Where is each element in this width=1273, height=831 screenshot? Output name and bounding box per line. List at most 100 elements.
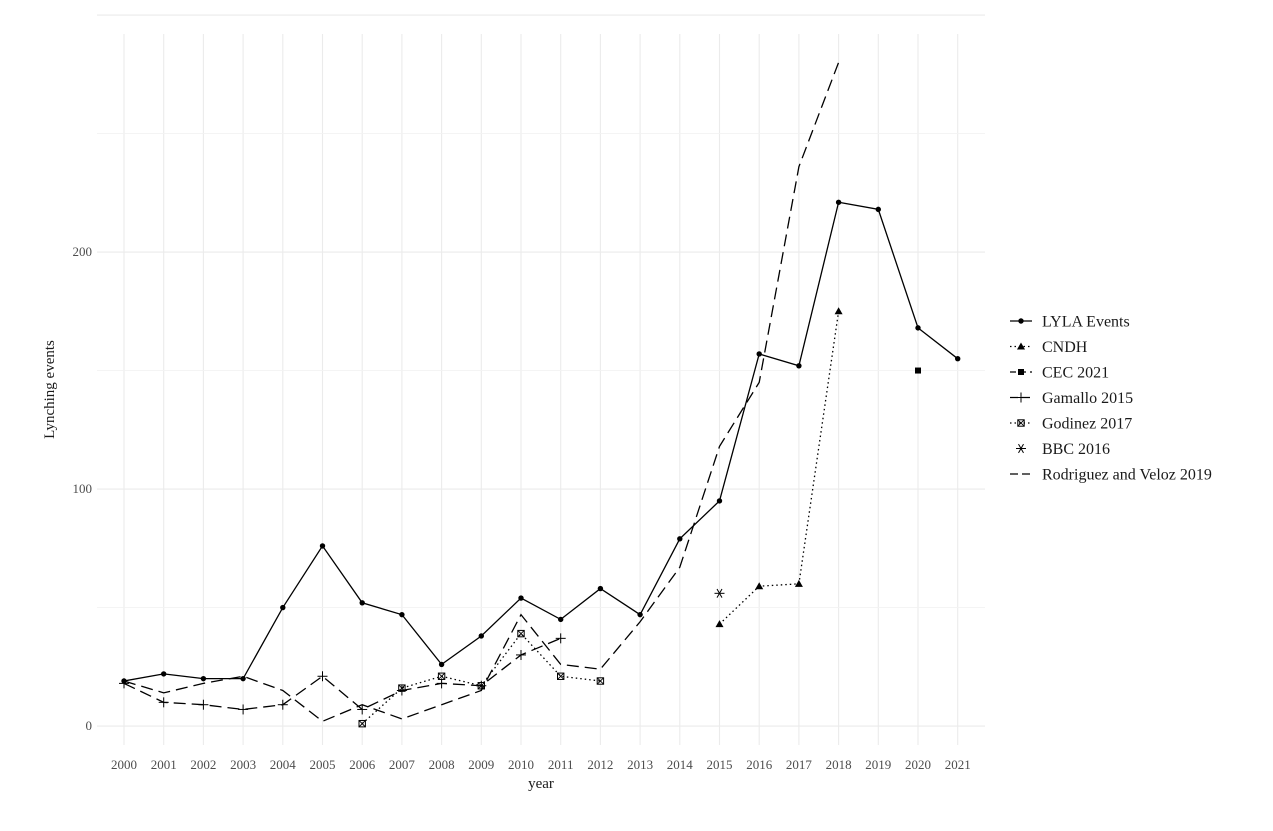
legend-label: Rodriguez and Veloz 2019	[1042, 467, 1212, 484]
y-axis-title: Lynching events	[42, 340, 58, 439]
legend-key-marker	[1017, 419, 1025, 427]
data-point	[915, 325, 921, 331]
data-point	[436, 678, 447, 689]
data-point	[319, 543, 326, 549]
x-tick-label: 2007	[389, 757, 416, 772]
x-tick-label: 2019	[865, 757, 891, 772]
series-cec-2021	[915, 367, 921, 374]
axes: 2000 2001 2002 2003 2004 2005 2006 2007 2008 2009…	[73, 244, 971, 772]
y-tick-label: 0	[86, 718, 93, 733]
legend-item: BBC 2016	[1016, 441, 1110, 458]
data-point	[158, 697, 169, 708]
data-point	[915, 367, 921, 374]
data-point	[518, 595, 524, 601]
series-bbc-2016	[714, 588, 725, 598]
data-point	[716, 498, 723, 504]
data-point	[198, 699, 209, 710]
series-cndh	[715, 307, 843, 628]
x-tick-label: 2014	[667, 757, 694, 772]
legend-label: CNDH	[1042, 339, 1088, 356]
x-tick-label: 2020	[905, 757, 931, 772]
series-godinez-2017	[358, 629, 605, 728]
x-tick-label: 2001	[151, 757, 177, 772]
legend: LYLA Events CNDH CEC 2021 Gamallo 2015 Godin…	[1010, 314, 1212, 484]
x-tick-label: 2002	[190, 757, 216, 772]
data-point	[517, 629, 525, 638]
data-point	[357, 704, 368, 715]
data-point	[438, 661, 445, 668]
data-point	[637, 611, 643, 618]
data-point	[516, 649, 526, 660]
data-point	[955, 355, 961, 362]
data-point	[714, 588, 725, 598]
series-lyla-events	[121, 199, 961, 684]
series-layer	[119, 62, 961, 728]
x-tick-label: 2017	[786, 757, 813, 772]
x-tick-label: 2016	[746, 757, 773, 772]
x-tick-label: 2005	[310, 757, 336, 772]
data-point	[794, 579, 803, 587]
data-point	[834, 307, 843, 315]
legend-key-marker	[1017, 342, 1025, 350]
x-tick-label: 2011	[548, 757, 574, 772]
legend-item: Gamallo 2015	[1010, 390, 1133, 407]
data-point	[597, 585, 604, 592]
legend-label: BBC 2016	[1042, 441, 1110, 458]
data-point	[835, 199, 842, 205]
data-point	[558, 616, 564, 623]
series-rodriguez-and-veloz-2019	[123, 62, 840, 723]
data-point	[796, 363, 802, 369]
legend-item: Godinez 2017	[1010, 416, 1132, 433]
data-point	[477, 682, 486, 690]
data-point	[280, 604, 286, 611]
legend-label: Gamallo 2015	[1042, 390, 1133, 407]
legend-item: CEC 2021	[1010, 365, 1109, 382]
data-point	[399, 611, 405, 618]
data-point	[359, 600, 365, 606]
data-point	[555, 633, 566, 644]
x-tick-label: 2009	[468, 757, 494, 772]
legend-key-marker	[1016, 443, 1026, 454]
x-axis-title: year	[528, 776, 554, 792]
data-point	[437, 672, 446, 680]
x-tick-label: 2004	[270, 757, 297, 772]
x-tick-label: 2006	[349, 757, 376, 772]
series-gamallo-2015	[119, 633, 566, 715]
data-point	[398, 684, 406, 692]
legend-key-marker	[1016, 392, 1026, 403]
data-point	[161, 671, 167, 677]
data-point	[238, 704, 249, 715]
series-line	[123, 62, 840, 723]
data-point	[557, 672, 565, 680]
legend-item: CNDH	[1010, 339, 1088, 356]
series-line	[719, 311, 840, 625]
data-point	[240, 675, 246, 682]
data-point	[277, 699, 288, 710]
data-point	[358, 719, 366, 728]
legend-key-marker	[1018, 369, 1024, 375]
data-point	[478, 633, 484, 639]
data-point	[715, 620, 724, 628]
data-point	[677, 536, 683, 542]
x-tick-label: 2021	[945, 757, 971, 772]
data-point	[875, 206, 881, 213]
legend-item: Rodriguez and Veloz 2019	[1010, 467, 1212, 484]
data-point	[200, 675, 207, 682]
x-tick-label: 2015	[707, 757, 733, 772]
legend-label: CEC 2021	[1042, 365, 1109, 382]
legend-label: LYLA Events	[1042, 314, 1130, 331]
series-line	[123, 201, 959, 682]
x-tick-label: 2018	[826, 757, 852, 772]
x-tick-label: 2013	[627, 757, 653, 772]
legend-label: Godinez 2017	[1042, 416, 1132, 433]
x-tick-label: 2000	[111, 757, 137, 772]
y-tick-label: 100	[73, 481, 93, 496]
legend-item: LYLA Events	[1010, 314, 1130, 331]
series-line	[123, 637, 561, 711]
x-tick-label: 2008	[429, 757, 455, 772]
y-tick-label: 200	[73, 244, 93, 259]
x-tick-label: 2003	[230, 757, 256, 772]
x-tick-label: 2010	[508, 757, 534, 772]
